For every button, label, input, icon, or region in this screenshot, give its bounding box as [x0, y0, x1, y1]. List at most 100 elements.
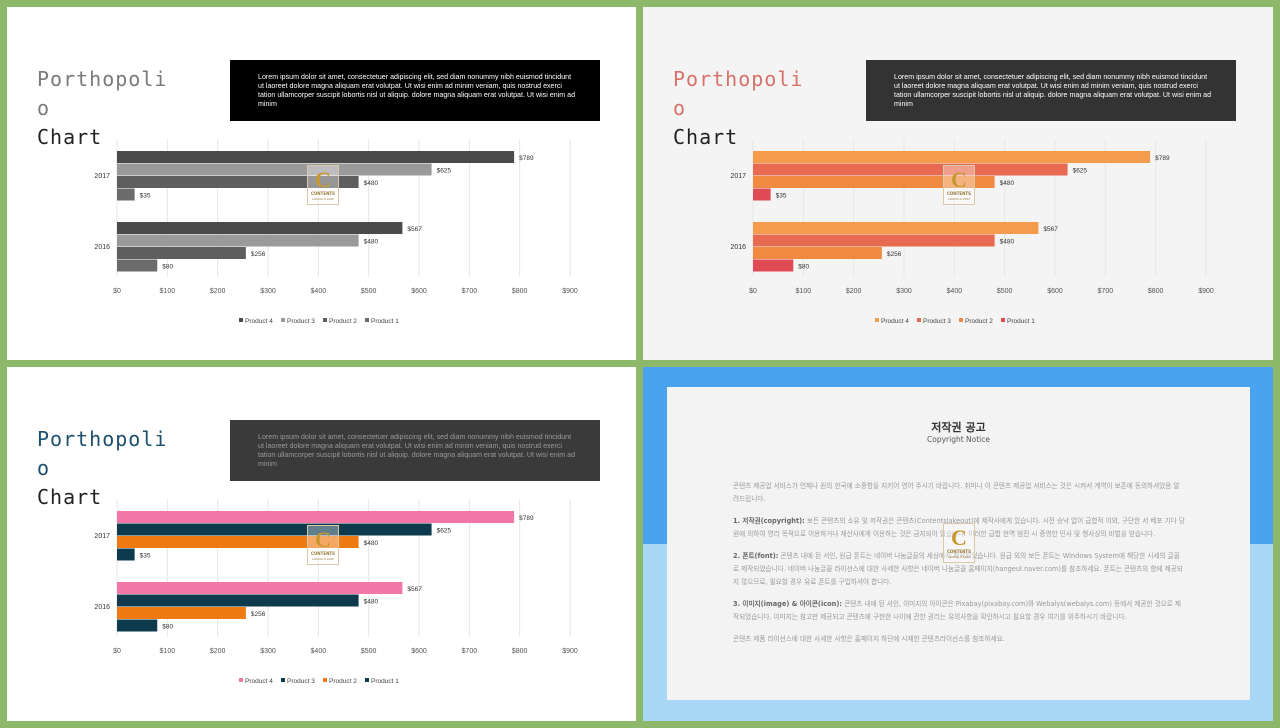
data-label: $567 [407, 226, 422, 233]
data-label: $35 [140, 192, 151, 199]
x-tick-label: $0 [113, 648, 121, 655]
x-tick-label: $800 [1148, 288, 1164, 295]
contents-watermark-logo: C CONTENTS LOGOS-S.COM [943, 523, 975, 563]
data-label: $256 [887, 251, 902, 258]
slide-title: Porthopoli o Chart [37, 65, 167, 152]
text-box: Lorem ipsum dolor sit amet, consectetuer… [866, 60, 1236, 121]
slide-title: Porthopoli o Chart [673, 65, 803, 152]
contents-watermark-logo: C CONTENTS LOGOS-S.COM [943, 165, 975, 205]
data-label: $256 [251, 251, 266, 258]
bar-chart: $0 $100 $200 $300 $400 $500 $600 $700 $800 $900 20… [94, 139, 578, 325]
bar [753, 188, 771, 201]
bar [117, 607, 246, 619]
bar-chart: $0 $100 $200 $300 $400 $500 $600 $700 $800 $900 20… [94, 499, 578, 685]
data-label: $480 [1000, 238, 1015, 245]
bar [753, 247, 882, 259]
watermark-title: CONTENTS [946, 191, 972, 196]
text-box: Lorem ipsum dolor sit amet, consectetuer… [230, 420, 600, 481]
watermark-letter: C [951, 167, 967, 192]
x-tick-label: $800 [512, 648, 528, 655]
x-tick-label: $300 [896, 288, 912, 295]
x-tick-label: $600 [1047, 288, 1063, 295]
bar [117, 619, 158, 632]
bar [117, 548, 135, 561]
x-tick-label: $500 [361, 648, 377, 655]
x-tick-label: $800 [512, 288, 528, 295]
category-label: 2017 [730, 173, 746, 180]
x-tick-label: $300 [260, 288, 276, 295]
legend-swatch [239, 318, 243, 322]
x-tick-label: $200 [210, 288, 226, 295]
legend-swatch [1001, 318, 1005, 322]
category-label: 2017 [94, 533, 110, 540]
category-label: 2017 [94, 173, 110, 180]
x-tick-label: $100 [160, 288, 176, 295]
bar [753, 151, 1151, 163]
x-tick-label: $0 [749, 288, 757, 295]
legend-swatch [917, 318, 921, 322]
x-tick-label: $400 [311, 288, 327, 295]
bar [753, 234, 995, 247]
slide-title-line: Porthopoli [673, 67, 804, 91]
x-tick-label: $900 [562, 648, 578, 655]
x-tick-label: $700 [462, 288, 478, 295]
notice-paragraph: 3. 이미지(image) & 아이콘(icon): 콘텐츠 내에 된 서인, … [733, 600, 1181, 621]
slide-orange[interactable]: Porthopoli o Chart Lorem ipsum dolor sit a… [643, 7, 1273, 360]
slide-title-line: o [37, 96, 51, 120]
watermark-title: CONTENTS [946, 549, 972, 554]
data-label: $789 [1155, 155, 1170, 162]
slide-pink-navy[interactable]: Porthopoli o Chart Lorem ipsum dolor sit a… [7, 367, 636, 721]
x-tick-label: $100 [796, 288, 812, 295]
x-tick-label: $600 [411, 648, 427, 655]
x-tick-label: $200 [210, 648, 226, 655]
category-label: 2016 [94, 604, 110, 611]
slide-title-line: o [37, 456, 51, 480]
data-label: $625 [437, 527, 452, 534]
bar-chart: $0 $100 $200 $300 $400 $500 $600 $700 $800 $900 20… [730, 139, 1214, 325]
legend-swatch [959, 318, 963, 322]
text-box: Lorem ipsum dolor sit amet, consectetuer… [230, 60, 600, 121]
watermark-sub: LOGOS-S.COM [312, 557, 334, 561]
bar [117, 247, 246, 259]
legend-label: Product 3 [287, 678, 315, 685]
x-tick-label: $400 [311, 648, 327, 655]
text-box-body: Lorem ipsum dolor sit amet, consectetuer… [258, 433, 576, 468]
watermark-sub: LOGOS-S.COM [948, 197, 970, 201]
watermark-letter: C [315, 527, 331, 552]
legend-label: Product 1 [371, 678, 399, 685]
notice-paragraph: 1. 저작권(copyright): 보든 콘텐츠의 소유 및 저작권은 콘텐츠… [733, 517, 1185, 538]
slide-title-line: Chart [37, 125, 103, 149]
data-label: $80 [798, 263, 809, 270]
watermark-letter: C [951, 525, 967, 550]
notice-paragraph: 콘텐츠 제품 라이선스에 대한 사세한 사항은 홈페이지 하단에 시재한 콘텐츠… [733, 635, 1005, 643]
bar [117, 222, 403, 234]
slide-grey[interactable]: Porthopoli o Chart Lorem ipsum dolor sit a… [7, 7, 636, 360]
data-label: $625 [437, 167, 452, 174]
legend-swatch [281, 318, 285, 322]
notice-paragraph: 2. 폰트(font): 콘텐츠 내에 된 서인, 원급 폰트는 네이버 나눔글… [733, 552, 1183, 586]
notice-title: 저작권 공고 [931, 421, 986, 434]
data-label: $480 [364, 598, 379, 605]
slide-title-line: Chart [673, 125, 739, 149]
contents-watermark-logo: C CONTENTS LOGOS-S.COM [307, 165, 339, 205]
x-tick-label: $700 [1098, 288, 1114, 295]
data-label: $625 [1073, 167, 1088, 174]
slide-title-line: Porthopoli [37, 427, 168, 451]
x-tick-label: $500 [361, 288, 377, 295]
legend-swatch [281, 678, 285, 682]
legend-swatch [323, 678, 327, 682]
x-tick-label: $700 [462, 648, 478, 655]
bar [117, 536, 359, 548]
legend-label: Product 3 [287, 318, 315, 325]
bar [753, 163, 1068, 176]
x-tick-label: $300 [260, 648, 276, 655]
bar [117, 259, 158, 272]
data-label: $567 [407, 586, 422, 593]
legend-label: Product 2 [329, 318, 357, 325]
slide-copyright-notice[interactable]: 저작권 공고 Copyright Notice 콘텐츠 제공업 서비스가 언제나… [643, 367, 1273, 721]
legend-label: Product 2 [329, 678, 357, 685]
category-label: 2016 [730, 244, 746, 251]
contents-watermark-logo: C CONTENTS LOGOS-S.COM [307, 525, 339, 565]
legend-label: Product 1 [1007, 318, 1035, 325]
x-tick-label: $900 [1198, 288, 1214, 295]
